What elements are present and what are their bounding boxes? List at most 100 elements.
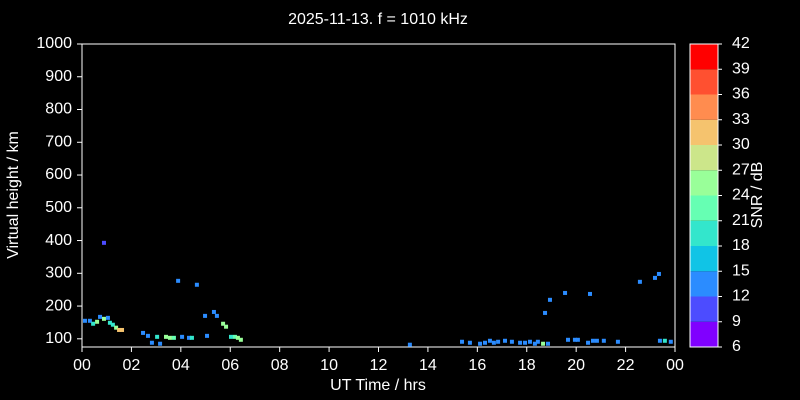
chart-title: 2025-11-13. f = 1010 kHz bbox=[288, 11, 468, 28]
x-tick-label: 02 bbox=[123, 357, 141, 374]
point bbox=[460, 339, 465, 344]
colorbar-tick-label: 27 bbox=[732, 161, 750, 178]
point bbox=[503, 338, 508, 343]
y-tick-label: 1000 bbox=[36, 35, 72, 52]
y-tick-label: 700 bbox=[45, 133, 72, 150]
point bbox=[87, 318, 92, 323]
point bbox=[91, 321, 96, 326]
colorbar-band bbox=[690, 271, 718, 297]
x-axis-label: UT Time / hrs bbox=[330, 377, 426, 394]
colorbar-label: SNR / dB bbox=[749, 162, 766, 229]
x-tick-label: 04 bbox=[172, 357, 190, 374]
y-tick-label: 900 bbox=[45, 68, 72, 85]
point bbox=[211, 309, 216, 314]
point bbox=[523, 340, 528, 345]
colorbar-tick-label: 42 bbox=[732, 35, 750, 52]
x-tick-label: 18 bbox=[518, 357, 536, 374]
point bbox=[167, 335, 172, 340]
x-tick-label: 10 bbox=[320, 357, 338, 374]
point bbox=[652, 275, 657, 280]
point bbox=[637, 279, 642, 284]
x-tick-label: 00 bbox=[73, 357, 91, 374]
point bbox=[158, 341, 163, 346]
point bbox=[478, 341, 483, 346]
point bbox=[541, 341, 546, 346]
point bbox=[238, 337, 243, 342]
point bbox=[545, 341, 550, 346]
point bbox=[509, 339, 514, 344]
colorbar-band bbox=[690, 94, 718, 120]
colorbar-band bbox=[690, 119, 718, 145]
point bbox=[657, 338, 662, 343]
point bbox=[228, 334, 233, 339]
x-tick-label: 06 bbox=[221, 357, 239, 374]
y-tick-label: 400 bbox=[45, 232, 72, 249]
point bbox=[601, 338, 606, 343]
point bbox=[205, 333, 210, 338]
colorbar-tick-label: 39 bbox=[732, 60, 750, 77]
point bbox=[194, 282, 199, 287]
colorbar-band bbox=[690, 170, 718, 196]
point bbox=[214, 313, 219, 318]
point bbox=[535, 339, 540, 344]
point bbox=[221, 321, 226, 326]
point bbox=[590, 338, 595, 343]
point bbox=[235, 335, 240, 340]
point bbox=[107, 320, 112, 325]
colorbar-band bbox=[690, 246, 718, 272]
point bbox=[120, 327, 125, 332]
point bbox=[566, 337, 571, 342]
point bbox=[98, 314, 103, 319]
y-tick-label: 800 bbox=[45, 101, 72, 118]
point bbox=[171, 335, 176, 340]
point bbox=[491, 340, 496, 345]
point bbox=[232, 334, 237, 339]
y-tick-label: 500 bbox=[45, 199, 72, 216]
point bbox=[487, 338, 492, 343]
y-tick-label: 100 bbox=[45, 330, 72, 347]
point bbox=[164, 334, 169, 339]
point bbox=[203, 313, 208, 318]
point bbox=[496, 339, 501, 344]
colorbar-band bbox=[690, 44, 718, 70]
point bbox=[547, 297, 552, 302]
point bbox=[101, 316, 106, 321]
point bbox=[141, 330, 146, 335]
x-tick-label: 12 bbox=[370, 357, 388, 374]
point bbox=[532, 341, 537, 346]
point bbox=[588, 291, 593, 296]
point bbox=[155, 334, 160, 339]
y-axis-label: Virtual height / km bbox=[5, 131, 22, 259]
x-tick-label: 14 bbox=[419, 357, 437, 374]
point bbox=[482, 340, 487, 345]
point bbox=[518, 340, 523, 345]
y-tick-label: 300 bbox=[45, 265, 72, 282]
colorbar-tick-label: 6 bbox=[732, 338, 741, 355]
point bbox=[114, 325, 119, 330]
point bbox=[176, 278, 181, 283]
point bbox=[563, 290, 568, 295]
x-tick-label: 08 bbox=[271, 357, 289, 374]
colorbar-tick-label: 36 bbox=[732, 86, 750, 103]
point bbox=[224, 324, 229, 329]
colorbar-tick-label: 33 bbox=[732, 111, 750, 128]
point bbox=[527, 339, 532, 344]
point bbox=[543, 310, 548, 315]
colorbar-band bbox=[690, 145, 718, 171]
x-tick-label: 20 bbox=[567, 357, 585, 374]
colorbar-tick-label: 9 bbox=[732, 313, 741, 330]
point bbox=[180, 334, 185, 339]
point bbox=[110, 322, 115, 327]
point bbox=[615, 339, 620, 344]
point bbox=[662, 338, 667, 343]
point bbox=[572, 337, 577, 342]
colorbar-tick-label: 30 bbox=[732, 136, 750, 153]
point bbox=[467, 340, 472, 345]
point bbox=[105, 315, 110, 320]
colorbar-band bbox=[690, 296, 718, 322]
point bbox=[668, 339, 673, 344]
point bbox=[594, 338, 599, 343]
